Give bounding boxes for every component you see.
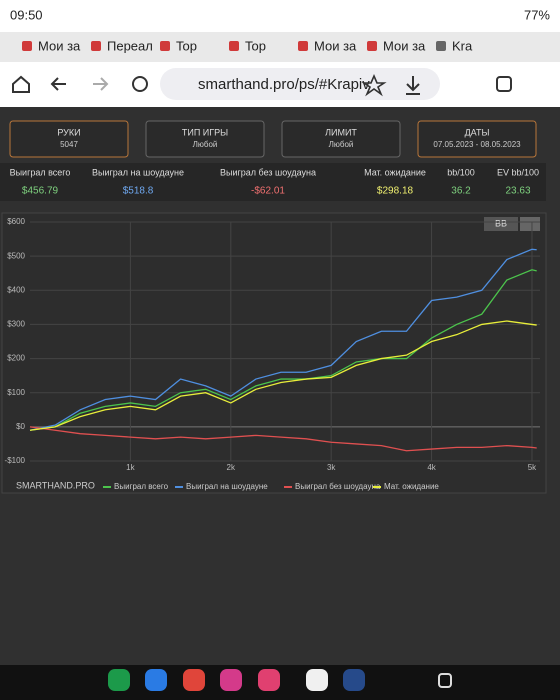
bb-label: BB xyxy=(495,218,507,228)
tab-title: Переал xyxy=(107,38,153,53)
legend-label: Мат. ожидание xyxy=(384,482,439,491)
stats-value: $518.8 xyxy=(123,186,154,197)
app-icon[interactable] xyxy=(183,669,205,691)
x-tick-label: 3k xyxy=(327,463,336,472)
stats-value: $456.79 xyxy=(22,186,59,197)
legend-label: Выиграл на шоудауне xyxy=(186,482,268,491)
x-tick-label: 2k xyxy=(227,463,236,472)
filter-value: 07.05.2023 - 08.05.2023 xyxy=(433,140,521,149)
filter-title: ЛИМИТ xyxy=(325,127,357,137)
series-line xyxy=(29,269,537,431)
tab-title: Мои за xyxy=(314,38,357,53)
logo: SMARTHAND.PRO xyxy=(16,480,95,490)
status-bar xyxy=(0,0,560,32)
stats-header: EV bb/100 xyxy=(497,167,539,177)
stats-value: 36.2 xyxy=(451,186,471,197)
y-tick-label: $200 xyxy=(7,354,25,363)
back-icon[interactable] xyxy=(50,77,66,91)
bb-button[interactable] xyxy=(484,217,518,231)
stats-value: 23.63 xyxy=(505,186,530,197)
stats-value: $298.18 xyxy=(377,186,414,197)
filter-button[interactable] xyxy=(281,120,401,158)
tab-icon xyxy=(436,41,446,51)
legend-label: Выиграл всего xyxy=(114,482,169,491)
tab-title: Kra xyxy=(452,38,473,53)
forward-icon[interactable] xyxy=(93,77,109,91)
tab-strip xyxy=(0,32,560,62)
menu-button[interactable] xyxy=(520,217,540,231)
filter-value: Любой xyxy=(193,140,218,149)
tab-icon xyxy=(91,41,101,51)
bookmark-icon[interactable] xyxy=(361,73,387,97)
chart-panel xyxy=(1,212,547,494)
x-tick-label: 1k xyxy=(126,463,135,472)
y-tick-label: -$100 xyxy=(5,456,26,465)
stats-header: Выиграл на шоудауне xyxy=(92,167,184,177)
stats-header: Выиграл без шоудауна xyxy=(220,167,316,177)
legend-label: Выиграл без шоудауна xyxy=(295,482,381,491)
y-tick-label: $300 xyxy=(7,320,25,329)
stats-table xyxy=(0,163,546,201)
tab-title: Top xyxy=(176,38,197,53)
tab-title: Мои за xyxy=(38,38,81,53)
filter-title: ТИП ИГРЫ xyxy=(182,127,228,137)
reload-icon[interactable] xyxy=(132,76,148,92)
x-tick-label: 4k xyxy=(427,463,436,472)
tab-title: Мои за xyxy=(383,38,426,53)
home-button[interactable] xyxy=(438,673,452,688)
series-line xyxy=(29,248,537,431)
time: 09:50 xyxy=(10,7,43,22)
home-icon[interactable] xyxy=(12,75,30,93)
filter-value: Любой xyxy=(329,140,354,149)
app-icon[interactable] xyxy=(220,669,242,691)
tab-icon xyxy=(229,41,239,51)
stats-header: bb/100 xyxy=(447,167,475,177)
stats-header: Выиграл всего xyxy=(10,167,71,177)
battery: 77% xyxy=(524,7,550,22)
tab-icon xyxy=(367,41,377,51)
tab-icon xyxy=(160,41,170,51)
x-tick-label: 5k xyxy=(528,463,537,472)
filter-button[interactable] xyxy=(417,120,537,158)
series-line xyxy=(29,426,537,452)
y-tick-label: $100 xyxy=(7,388,25,397)
y-tick-label: $0 xyxy=(16,422,25,431)
y-tick-label: $600 xyxy=(7,217,25,226)
y-tick-label: $400 xyxy=(7,285,25,294)
app-icon[interactable] xyxy=(343,669,365,691)
stats-value: -$62.01 xyxy=(251,186,285,197)
download-icon[interactable] xyxy=(406,76,420,95)
tabs-icon[interactable] xyxy=(496,76,512,92)
filter-button[interactable] xyxy=(145,120,265,158)
app-icon[interactable] xyxy=(258,669,280,691)
tab-icon xyxy=(22,41,32,51)
filter-title: ДАТЫ xyxy=(465,127,490,137)
filter-title: РУКИ xyxy=(57,127,80,137)
filter-value: 5047 xyxy=(60,140,78,149)
tab-icon xyxy=(298,41,308,51)
series-line xyxy=(29,320,537,431)
tab-title: Top xyxy=(245,38,266,53)
app-icon[interactable] xyxy=(306,669,328,691)
y-tick-label: $500 xyxy=(7,251,25,260)
url: smarthand.pro/ps/#Krapiv xyxy=(198,76,370,93)
app-icon[interactable] xyxy=(145,669,167,691)
filter-button[interactable] xyxy=(9,120,129,158)
stats-header: Мат. ожидание xyxy=(364,167,426,177)
app-icon[interactable] xyxy=(108,669,130,691)
